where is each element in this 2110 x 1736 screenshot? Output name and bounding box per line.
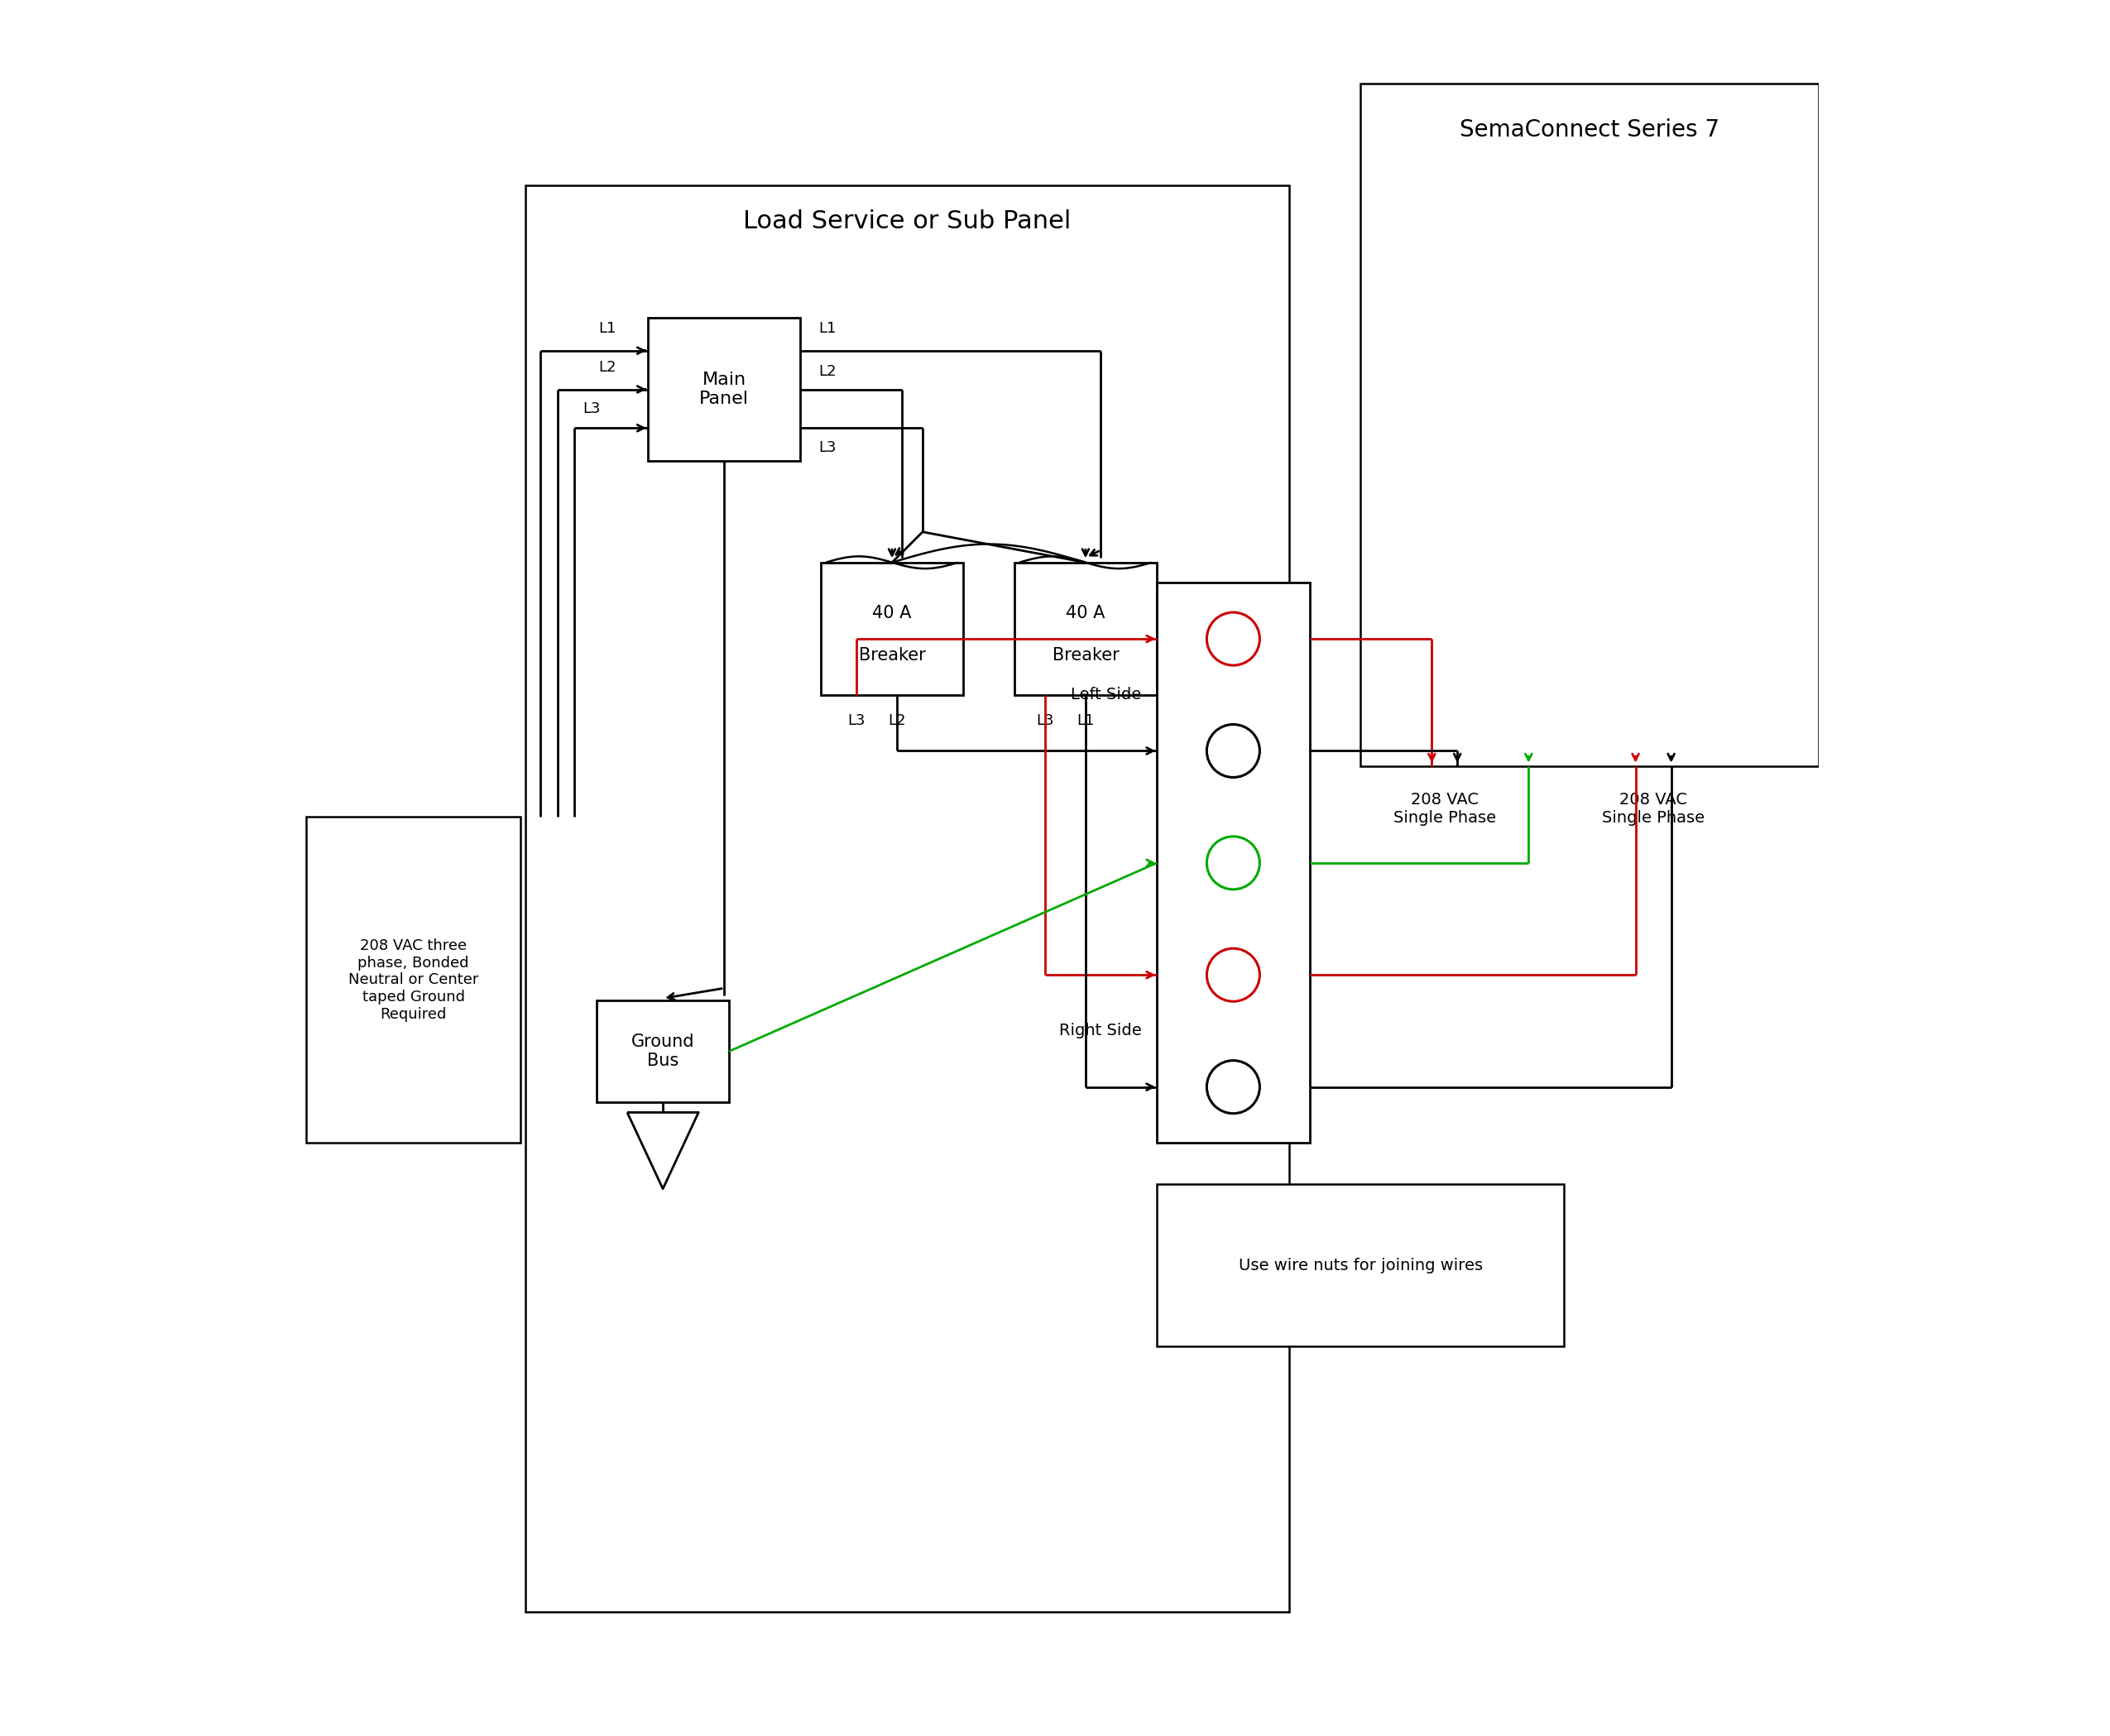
Circle shape [1207,948,1260,1002]
Text: 208 VAC
Single Phase: 208 VAC Single Phase [1393,792,1496,826]
Bar [1156,583,1310,1142]
Bar [597,1000,730,1102]
Text: Use wire nuts for joining wires: Use wire nuts for joining wires [1239,1257,1483,1272]
Text: L3: L3 [848,713,865,727]
Text: Main
Panel: Main Panel [698,372,749,408]
Bar [1361,83,1819,766]
Text: L1: L1 [597,321,616,337]
Text: SemaConnect Series 7: SemaConnect Series 7 [1460,118,1720,141]
Text: L3: L3 [819,441,836,455]
Text: Ground
Bus: Ground Bus [631,1033,694,1069]
Text: 208 VAC three
phase, Bonded
Neutral or Center
taped Ground
Required: 208 VAC three phase, Bonded Neutral or C… [348,937,479,1023]
Text: Load Service or Sub Panel: Load Service or Sub Panel [743,210,1072,233]
Bar [821,562,964,694]
Bar [1156,1184,1564,1347]
Text: 40 A: 40 A [1066,604,1106,621]
Text: Left Side: Left Side [1072,687,1142,703]
Circle shape [1207,1061,1260,1113]
Text: L3: L3 [582,401,599,417]
Text: L1: L1 [819,321,836,337]
Bar [1015,562,1156,694]
Text: Breaker: Breaker [859,648,926,663]
Text: L3: L3 [1036,713,1053,727]
Bar [648,318,800,460]
Text: L2: L2 [888,713,905,727]
Circle shape [1207,613,1260,665]
Text: L1: L1 [1076,713,1095,727]
Text: L2: L2 [599,359,616,375]
Circle shape [1207,724,1260,778]
Text: 40 A: 40 A [871,604,912,621]
Bar [306,818,521,1142]
Circle shape [1207,837,1260,889]
Text: 208 VAC
Single Phase: 208 VAC Single Phase [1601,792,1705,826]
Text: Right Side: Right Side [1059,1023,1142,1038]
Text: Breaker: Breaker [1053,648,1118,663]
Text: L2: L2 [819,365,836,378]
Bar [525,186,1289,1611]
